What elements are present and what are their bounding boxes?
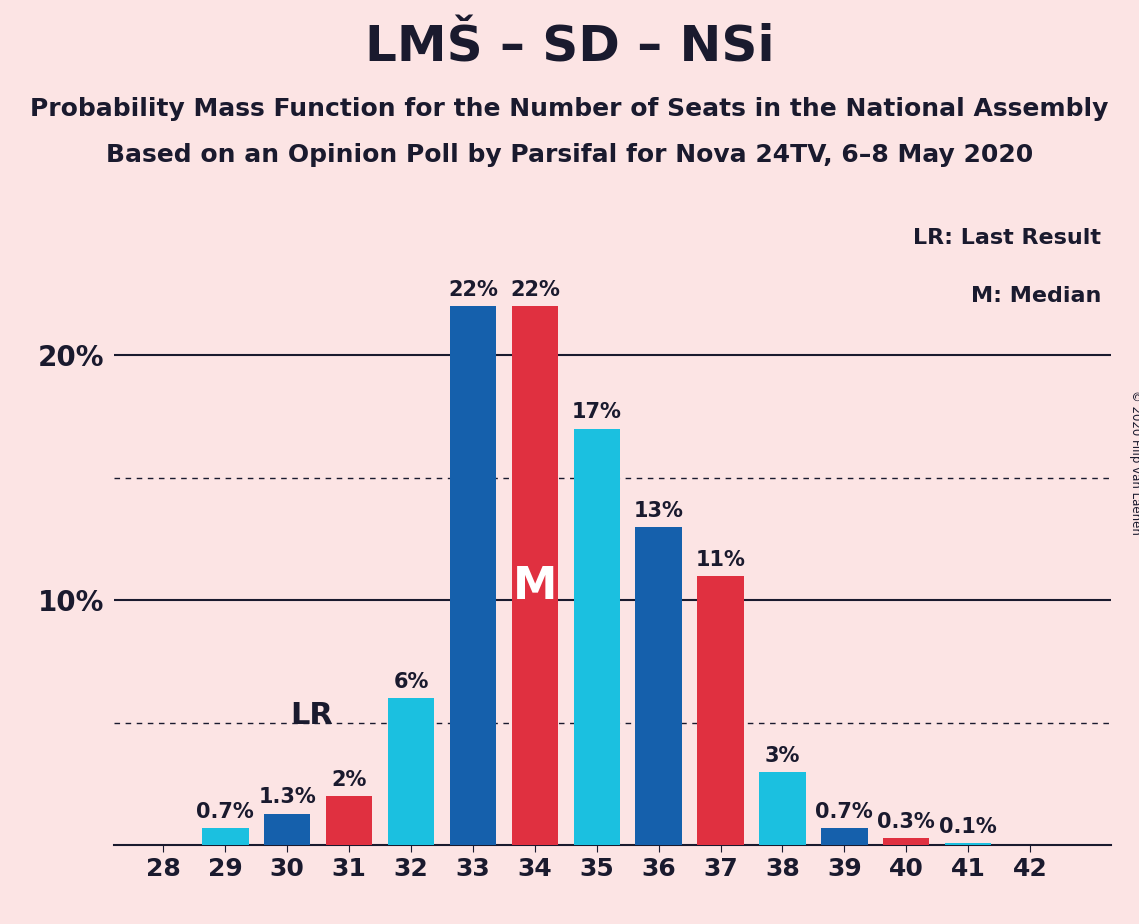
Text: 22%: 22%	[510, 280, 559, 300]
Text: M: M	[513, 565, 557, 608]
Text: 2%: 2%	[331, 771, 367, 790]
Text: © 2020 Filip van Laenen: © 2020 Filip van Laenen	[1129, 390, 1139, 534]
Text: 6%: 6%	[393, 672, 428, 692]
Bar	[697, 576, 744, 845]
Text: LR: Last Result: LR: Last Result	[913, 227, 1101, 248]
Bar	[326, 796, 372, 845]
Bar	[202, 828, 248, 845]
Bar	[760, 772, 805, 845]
Bar	[450, 306, 497, 845]
Text: 0.7%: 0.7%	[816, 802, 874, 822]
Text: 0.3%: 0.3%	[877, 812, 935, 832]
Text: 3%: 3%	[764, 746, 800, 766]
Bar	[264, 814, 311, 845]
Text: 0.1%: 0.1%	[940, 817, 997, 837]
Text: 0.7%: 0.7%	[196, 802, 254, 822]
Bar	[883, 838, 929, 845]
Bar	[574, 429, 620, 845]
Text: 17%: 17%	[572, 403, 622, 422]
Text: Probability Mass Function for the Number of Seats in the National Assembly: Probability Mass Function for the Number…	[31, 97, 1108, 121]
Text: 13%: 13%	[633, 501, 683, 520]
Bar	[636, 527, 682, 845]
Text: Based on an Opinion Poll by Parsifal for Nova 24TV, 6–8 May 2020: Based on an Opinion Poll by Parsifal for…	[106, 143, 1033, 167]
Text: LR: LR	[290, 701, 334, 730]
Text: 1.3%: 1.3%	[259, 787, 317, 808]
Bar	[387, 699, 434, 845]
Text: 11%: 11%	[696, 550, 746, 569]
Bar	[511, 306, 558, 845]
Text: LMŠ – SD – NSi: LMŠ – SD – NSi	[364, 23, 775, 71]
Bar	[821, 828, 868, 845]
Text: 22%: 22%	[448, 280, 498, 300]
Text: M: Median: M: Median	[970, 286, 1101, 307]
Bar	[945, 843, 991, 845]
